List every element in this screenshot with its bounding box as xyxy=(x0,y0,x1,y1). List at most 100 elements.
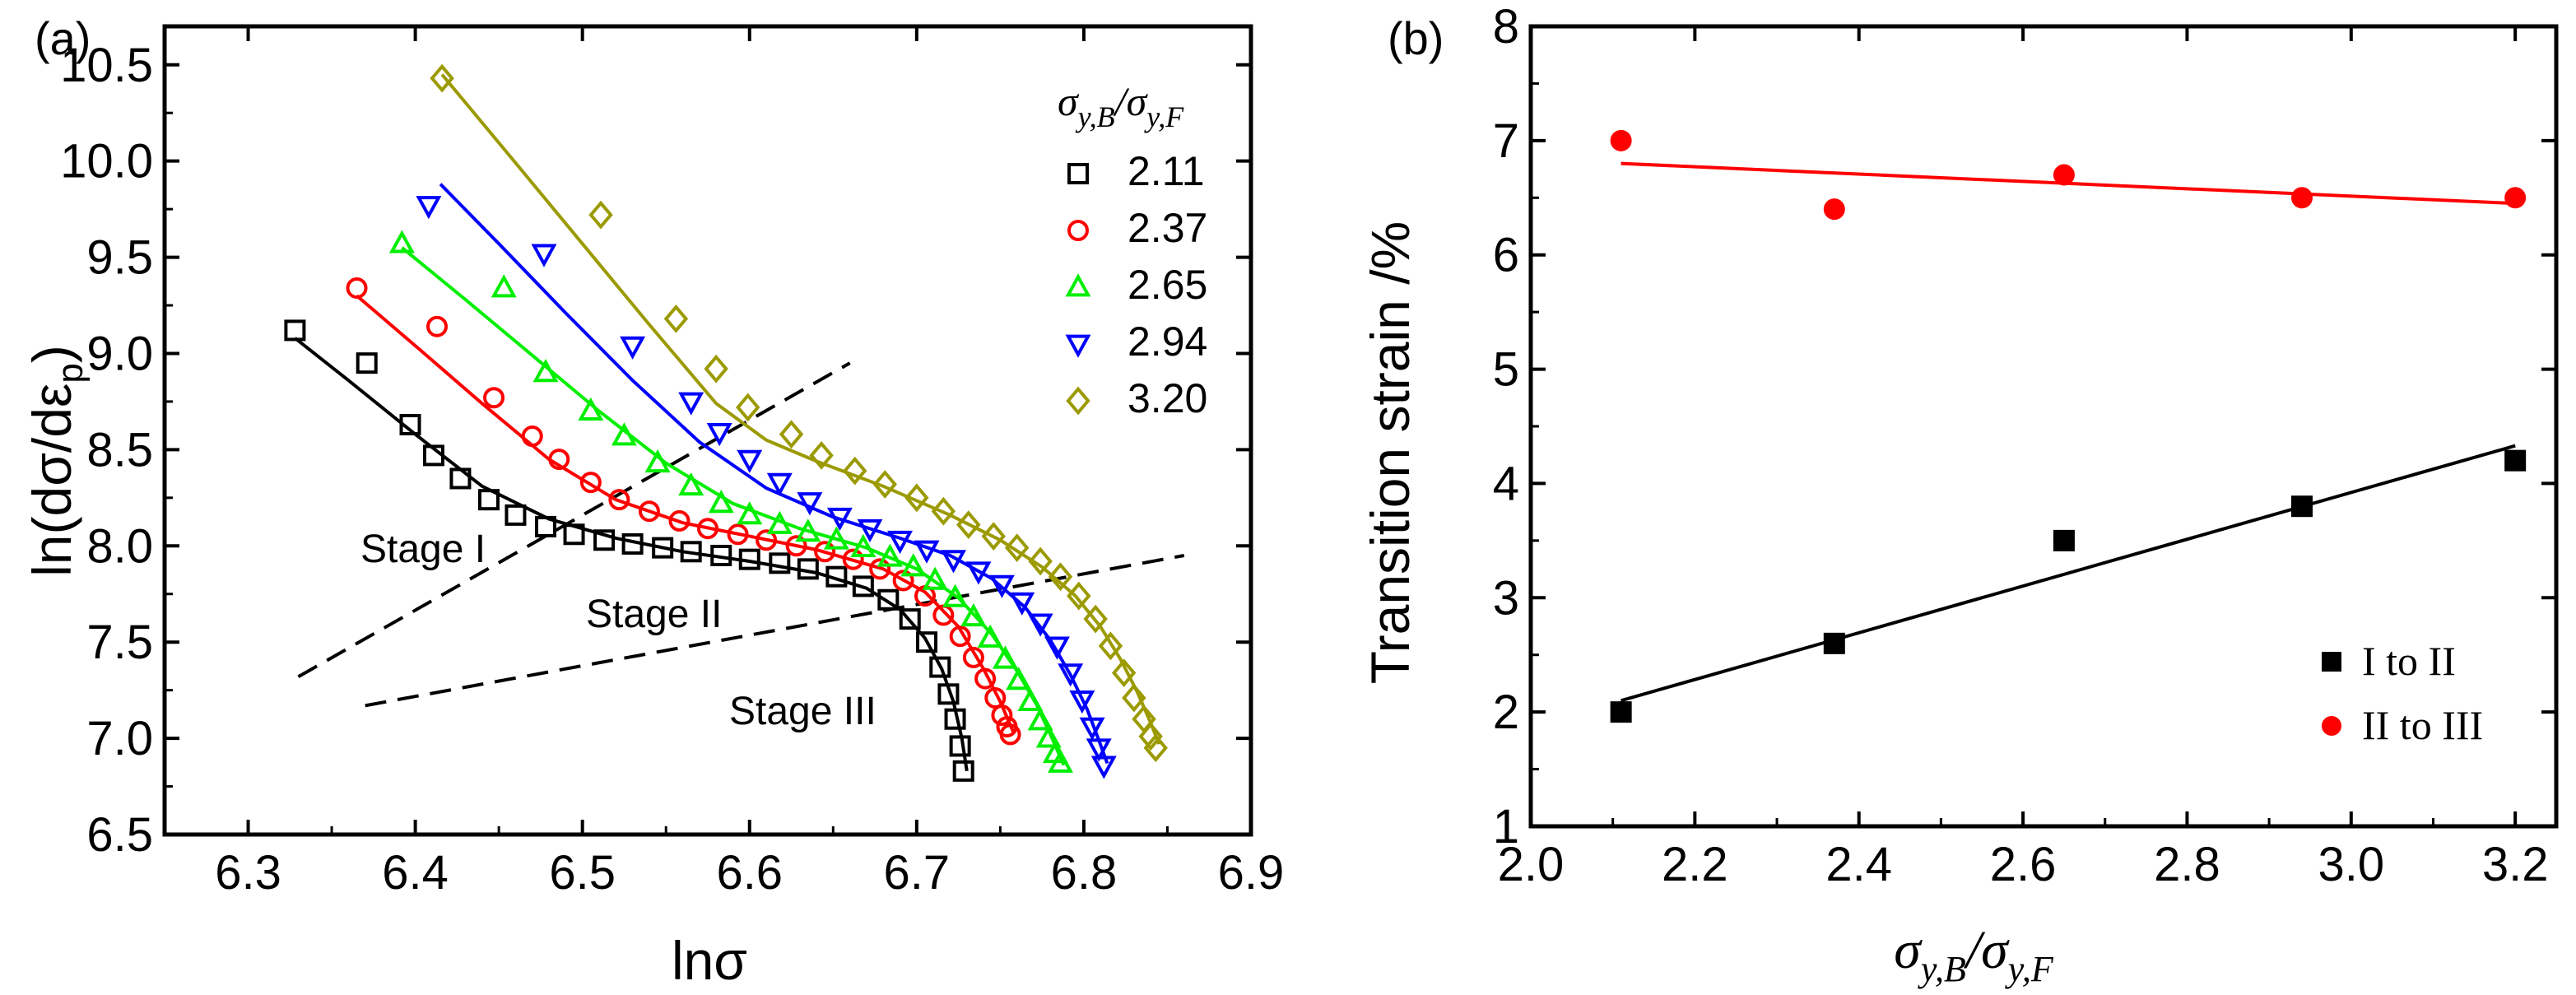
data-point xyxy=(1058,663,1084,687)
stage-boundary-line xyxy=(365,554,1185,708)
data-point xyxy=(548,449,570,471)
data-point xyxy=(477,489,500,511)
data-point xyxy=(668,509,690,532)
data-point xyxy=(1086,738,1112,762)
legend-marker xyxy=(1065,334,1091,358)
y-tick-label: 7 xyxy=(1493,114,1519,168)
data-point xyxy=(1027,707,1053,731)
data-point xyxy=(356,352,378,374)
data-point xyxy=(962,646,984,668)
data-point xyxy=(823,526,849,550)
x-axis-label-b: σy,B/σy,F xyxy=(1894,920,2054,989)
data-point xyxy=(937,683,960,705)
stage-label-3: Stage III xyxy=(729,690,876,733)
data-point xyxy=(769,552,791,574)
data-point xyxy=(346,277,368,299)
data-point xyxy=(704,354,728,384)
data-point xyxy=(1028,546,1053,576)
data-point xyxy=(779,420,804,449)
data-point xyxy=(2053,164,2075,186)
data-point xyxy=(430,63,454,93)
stage-boundary-line xyxy=(297,361,851,679)
data-point xyxy=(532,359,559,383)
data-point xyxy=(738,548,760,570)
x-tick-label: 6.3 xyxy=(215,846,281,900)
data-point xyxy=(1823,198,1845,221)
data-point xyxy=(929,656,951,678)
data-point xyxy=(1009,592,1035,616)
data-point xyxy=(706,422,732,447)
data-point xyxy=(842,456,867,486)
plot-area-a: 6.3 6.4 6.5 6.6 6.7 6.8 6.9 6.5 7.0 7.5 8.0 8.5 9.0 9… xyxy=(60,24,1285,900)
data-point xyxy=(960,602,987,627)
data-point xyxy=(900,553,927,577)
chart-panel-a: (a) ln(dσ/dεp) lnσ 6.3 6.4 6.5 6.6 6.7 6.8 6.9… xyxy=(21,12,1284,991)
x-axis-label-a: lnσ xyxy=(672,930,747,991)
data-point xyxy=(1610,701,1632,723)
legend-label: 2.11 xyxy=(1128,148,1205,194)
data-point xyxy=(877,588,900,611)
data-point xyxy=(974,667,997,690)
data-point xyxy=(1079,717,1105,741)
y-tick-label: 6.5 xyxy=(86,808,153,862)
data-point xyxy=(941,550,967,574)
x-tick-label: 6.8 xyxy=(1051,846,1118,900)
data-point xyxy=(944,708,966,730)
data-point xyxy=(727,523,749,546)
data-point xyxy=(797,558,819,580)
panel-label-b: (b) xyxy=(1388,12,1444,64)
legend-title-a: σy,B/σy,F xyxy=(1058,78,1184,133)
data-point xyxy=(1035,724,1062,748)
data-point xyxy=(505,504,527,526)
data-point xyxy=(916,631,938,653)
series-2.11 xyxy=(284,319,974,782)
data-point xyxy=(578,397,604,421)
legend-marker xyxy=(2322,716,2341,736)
data-point xyxy=(899,608,921,630)
legend-label: I to II xyxy=(2362,638,2456,684)
data-point xyxy=(826,507,853,532)
y-tick-label: 7.0 xyxy=(86,712,153,765)
data-point xyxy=(736,393,760,422)
data-point xyxy=(2290,495,2313,518)
data-point xyxy=(2053,529,2075,551)
chart-panel-b: (b) Transition strain /% σy,B/σy,F 2.0 2.… xyxy=(1360,0,2559,989)
x-tick-label: 6.6 xyxy=(716,846,783,900)
data-point xyxy=(531,244,557,267)
data-point xyxy=(535,515,557,537)
data-point xyxy=(785,535,807,557)
data-point xyxy=(876,543,903,567)
data-point xyxy=(1823,632,1845,654)
legend-a: σy,B/σy,F 2.11 2.37 2.65 2.94 3.20 xyxy=(1058,78,1207,421)
data-point xyxy=(949,625,971,648)
y-tick-label: 1 xyxy=(1493,800,1519,853)
data-point xyxy=(563,523,585,546)
data-point xyxy=(388,230,415,253)
data-point xyxy=(872,470,897,499)
panel-label-a: (a) xyxy=(35,12,91,64)
data-point xyxy=(652,537,674,559)
data-point xyxy=(1069,690,1095,714)
data-point xyxy=(1017,687,1044,712)
y-tick-label: 2 xyxy=(1493,686,1519,739)
x-tick-label: 3.0 xyxy=(2318,838,2384,891)
data-point xyxy=(678,472,704,496)
data-point xyxy=(399,413,421,435)
data-point xyxy=(850,533,876,557)
data-point xyxy=(1048,749,1073,773)
data-point xyxy=(663,304,689,333)
y-tick-label: 10.0 xyxy=(60,135,153,188)
stage-label-2: Stage II xyxy=(586,593,722,636)
plot-area-b: 2.0 2.2 2.4 2.6 2.8 3.0 3.2 1 2 3 4 5 6 7 8 xyxy=(1493,0,2559,891)
x-tick-label: 2.4 xyxy=(1825,838,1892,891)
series-3.20 xyxy=(430,63,1168,763)
legend-label: 3.20 xyxy=(1128,375,1207,421)
x-tick-label: 6.7 xyxy=(884,846,951,900)
legend-marker xyxy=(1066,386,1090,416)
x-tick-label: 6.9 xyxy=(1218,846,1285,900)
data-point xyxy=(608,489,630,511)
y-tick-label: 7.5 xyxy=(86,616,153,669)
data-point xyxy=(426,315,449,337)
y-tick-label: 3 xyxy=(1493,571,1519,625)
data-point xyxy=(588,200,613,230)
